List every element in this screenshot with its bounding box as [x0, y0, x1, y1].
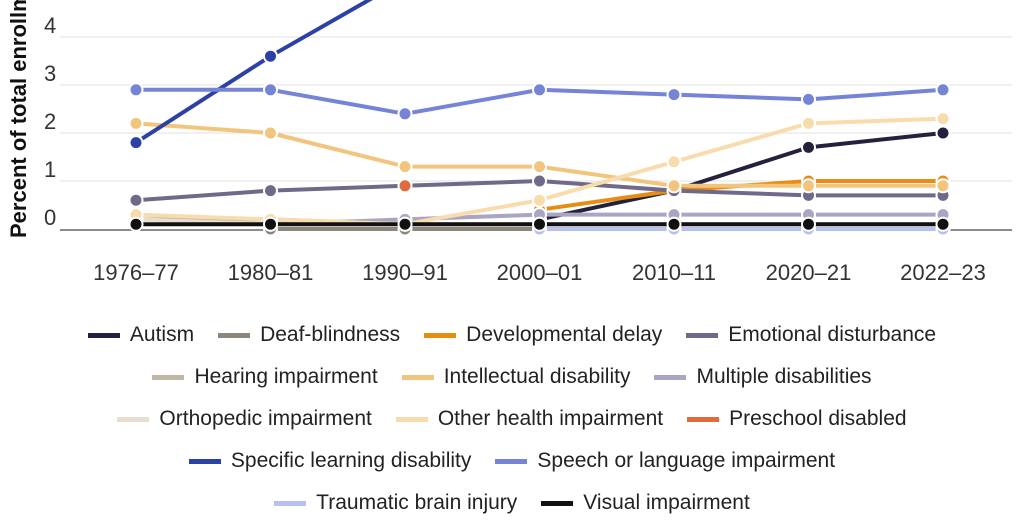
- data-point-other-health-impairment: [533, 194, 546, 207]
- y-axis-title: Percent of total enrollment: [6, 0, 31, 238]
- legend-label: Emotional disturbance: [728, 323, 936, 347]
- legend-row: Specific learning disability Speech or la…: [0, 440, 1024, 482]
- legend-item: Deaf-blindness: [218, 323, 400, 347]
- legend-label: Traumatic brain injury: [316, 491, 517, 515]
- y-tick-label: 0: [44, 205, 56, 230]
- data-point-intellectual-disability: [802, 179, 815, 192]
- legend-item: Visual impairment: [541, 491, 750, 515]
- legend-row: Hearing impairment Intellectual disabilit…: [0, 356, 1024, 398]
- x-tick-label: 2010–11: [632, 260, 716, 285]
- data-point-intellectual-disability: [264, 127, 277, 140]
- legend-item: Hearing impairment: [152, 365, 377, 389]
- legend-label: Specific learning disability: [231, 449, 471, 473]
- data-point-other-health-impairment: [802, 117, 815, 130]
- legend-label: Orthopedic impairment: [159, 407, 371, 431]
- data-point-specific-learning-disability: [264, 50, 277, 63]
- legend-swatch: [189, 459, 221, 464]
- legend-swatch: [541, 501, 573, 506]
- legend-item: Speech or language impairment: [495, 449, 835, 473]
- legend-label: Multiple disabilities: [696, 365, 871, 389]
- y-tick-label: 2: [44, 109, 56, 134]
- data-point-emotional-disturbance: [130, 194, 143, 207]
- legend-item: Orthopedic impairment: [117, 407, 371, 431]
- data-point-intellectual-disability: [399, 160, 412, 173]
- y-tick-label: 3: [44, 61, 56, 86]
- legend-swatch: [117, 417, 149, 422]
- data-point-intellectual-disability: [937, 179, 950, 192]
- x-tick-label: 1980–81: [228, 260, 314, 285]
- data-point-visual-impairment: [668, 218, 681, 231]
- data-point-other-health-impairment: [668, 155, 681, 168]
- x-tick-label: 1990–91: [362, 260, 448, 285]
- legend-label: Developmental delay: [466, 323, 662, 347]
- legend-item: Multiple disabilities: [654, 365, 871, 389]
- data-point-visual-impairment: [399, 218, 412, 231]
- legend-swatch: [424, 333, 456, 338]
- legend-swatch: [495, 459, 527, 464]
- legend-label: Other health impairment: [438, 407, 663, 431]
- x-tick-label: 2000–01: [497, 260, 583, 285]
- legend-row: Orthopedic impairment Other health impair…: [0, 398, 1024, 440]
- data-point-speech-or-language-impairment: [399, 107, 412, 120]
- data-point-autism: [802, 141, 815, 154]
- legend-row: Traumatic brain injury Visual impairment: [0, 482, 1024, 524]
- legend-swatch: [274, 501, 306, 506]
- data-point-intellectual-disability: [130, 117, 143, 130]
- data-point-visual-impairment: [264, 218, 277, 231]
- legend-label: Hearing impairment: [194, 365, 377, 389]
- legend-label: Deaf-blindness: [260, 323, 400, 347]
- data-point-emotional-disturbance: [264, 184, 277, 197]
- y-tick-label: 4: [44, 13, 56, 38]
- x-tick-label: 2022–23: [900, 260, 986, 285]
- legend-swatch: [152, 375, 184, 380]
- legend-item: Preschool disabled: [687, 407, 906, 431]
- legend-item: Specific learning disability: [189, 449, 471, 473]
- series-group: [130, 0, 950, 236]
- data-point-specific-learning-disability: [130, 136, 143, 149]
- data-point-speech-or-language-impairment: [130, 83, 143, 96]
- data-point-speech-or-language-impairment: [937, 83, 950, 96]
- legend-item: Traumatic brain injury: [274, 491, 517, 515]
- data-point-visual-impairment: [533, 218, 546, 231]
- legend-row: Autism Deaf-blindness Developmental delay E…: [0, 314, 1024, 356]
- data-point-preschool-disabled: [399, 179, 412, 192]
- y-tick-label: 1: [44, 157, 56, 182]
- data-point-speech-or-language-impairment: [802, 93, 815, 106]
- data-point-visual-impairment: [130, 218, 143, 231]
- legend: Autism Deaf-blindness Developmental delay E…: [0, 314, 1024, 524]
- legend-swatch: [396, 417, 428, 422]
- legend-swatch: [686, 333, 718, 338]
- data-point-visual-impairment: [937, 218, 950, 231]
- x-tick-label: 1976–77: [93, 260, 179, 285]
- legend-label: Autism: [130, 323, 194, 347]
- data-point-intellectual-disability: [668, 179, 681, 192]
- legend-swatch: [687, 417, 719, 422]
- data-point-other-health-impairment: [937, 112, 950, 125]
- legend-item: Emotional disturbance: [686, 323, 936, 347]
- legend-item: Developmental delay: [424, 323, 662, 347]
- legend-label: Intellectual disability: [444, 365, 631, 389]
- legend-label: Speech or language impairment: [537, 449, 835, 473]
- legend-swatch: [402, 375, 434, 380]
- data-point-visual-impairment: [802, 218, 815, 231]
- data-point-intellectual-disability: [533, 160, 546, 173]
- data-point-speech-or-language-impairment: [533, 83, 546, 96]
- data-point-emotional-disturbance: [533, 175, 546, 188]
- legend-swatch: [218, 333, 250, 338]
- legend-swatch: [654, 375, 686, 380]
- legend-item: Autism: [88, 323, 194, 347]
- legend-item: Intellectual disability: [402, 365, 631, 389]
- legend-swatch: [88, 333, 120, 338]
- legend-label: Visual impairment: [583, 491, 750, 515]
- x-tick-label: 2020–21: [766, 260, 852, 285]
- data-point-speech-or-language-impairment: [668, 88, 681, 101]
- legend-label: Preschool disabled: [729, 407, 906, 431]
- data-point-speech-or-language-impairment: [264, 83, 277, 96]
- legend-item: Other health impairment: [396, 407, 663, 431]
- data-point-autism: [937, 127, 950, 140]
